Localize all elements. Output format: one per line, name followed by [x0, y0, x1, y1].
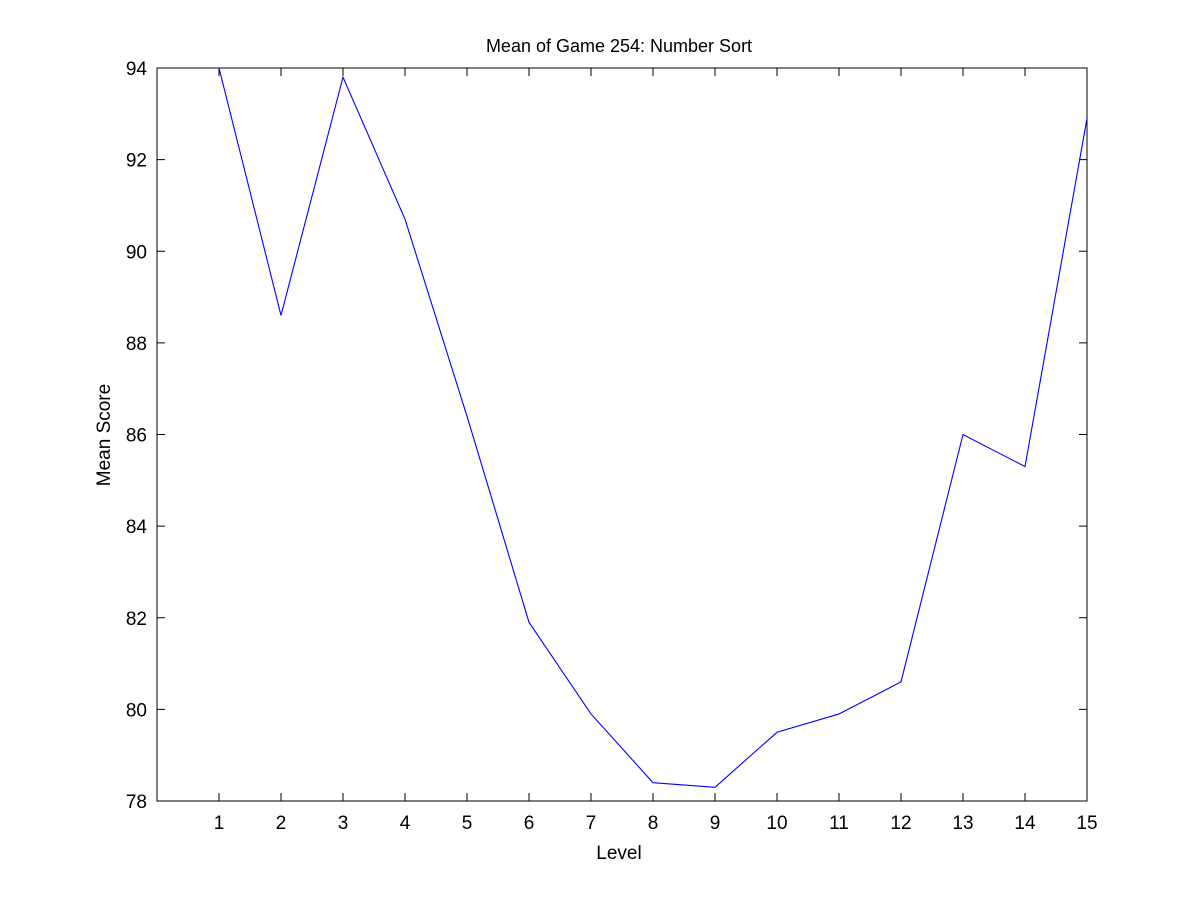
y-axis-ticks: 78 80 82 84 86 88 90 92 94	[126, 59, 1087, 813]
y-tick-label: 84	[126, 517, 148, 538]
y-tick-label: 86	[126, 426, 147, 447]
x-tick-label: 12	[890, 813, 911, 834]
x-tick-label: 13	[952, 813, 973, 834]
x-tick-label: 15	[1076, 813, 1097, 834]
x-tick-label: 3	[338, 813, 349, 834]
x-axis-label: Level	[596, 843, 641, 864]
y-tick-label: 90	[126, 242, 147, 263]
y-axis-label: Mean Score	[94, 384, 115, 486]
y-tick-label: 80	[126, 700, 147, 721]
y-tick-label: 82	[126, 609, 147, 630]
x-tick-label: 8	[648, 813, 659, 834]
y-tick-label: 78	[126, 792, 147, 813]
x-tick-label: 1	[214, 813, 225, 834]
series-layer	[218, 67, 1088, 788]
x-tick-label: 9	[710, 813, 721, 834]
y-tick-label: 88	[126, 334, 147, 355]
x-tick-label: 4	[400, 813, 411, 834]
y-tick-label: 94	[126, 59, 148, 80]
y-tick-label: 92	[126, 151, 147, 172]
x-tick-label: 6	[524, 813, 535, 834]
x-tick-label: 5	[462, 813, 473, 834]
x-axis-ticks: 1 2 3 4 5 6 7 8 9 10 11 12 13 14 15	[214, 68, 1098, 834]
series-line	[218, 67, 1088, 788]
x-tick-label: 14	[1014, 813, 1036, 834]
x-tick-label: 11	[829, 813, 849, 834]
x-tick-label: 10	[766, 813, 787, 834]
chart-title: Mean of Game 254: Number Sort	[486, 36, 752, 56]
plot-area	[156, 67, 1088, 802]
x-tick-label: 7	[586, 813, 597, 834]
x-tick-label: 2	[276, 813, 287, 834]
